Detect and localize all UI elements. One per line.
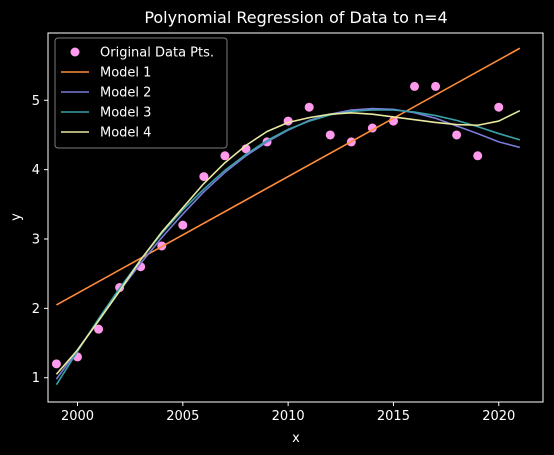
legend-label: Model 4 [100, 126, 151, 141]
legend-box [54, 37, 228, 149]
data-point [304, 102, 314, 112]
data-point [199, 172, 209, 182]
x-axis: 2000 2005 2010 2015 2020 [61, 402, 515, 424]
data-point [94, 324, 104, 334]
data-point [431, 81, 441, 91]
x-tick-label: 2015 [377, 409, 410, 424]
y-tick-label: 2 [32, 302, 40, 317]
series-line-model-4 [55, 109, 521, 375]
series-line-model-1 [56, 47, 521, 306]
legend-label: Model 1 [100, 66, 151, 81]
y-axis-label: y [9, 213, 24, 221]
legend-label: Model 2 [100, 86, 151, 101]
data-point [220, 151, 230, 161]
data-point [325, 130, 335, 140]
y-tick-label: 1 [32, 371, 40, 386]
y-tick-label: 4 [32, 163, 40, 178]
x-tick-label: 2010 [272, 409, 305, 424]
data-point [452, 130, 462, 140]
legend-marker [70, 47, 80, 57]
y-axis: 1 2 3 4 5 [32, 94, 48, 386]
x-axis-label: x [292, 431, 300, 446]
legend: Original Data Pts. Model 1 Model 2 Model 3 M… [54, 37, 228, 149]
x-tick-label: 2000 [61, 409, 94, 424]
data-point [178, 220, 188, 230]
legend-label: Model 3 [100, 106, 151, 121]
x-tick-label: 2020 [482, 409, 515, 424]
y-tick-label: 5 [32, 94, 40, 109]
legend-label: Original Data Pts. [100, 46, 214, 61]
x-tick-label: 2005 [166, 409, 199, 424]
data-point [410, 81, 420, 91]
data-point [51, 359, 61, 369]
data-point [494, 102, 504, 112]
chart-title: Polynomial Regression of Data to n=4 [144, 8, 447, 27]
y-tick-label: 3 [32, 233, 40, 248]
data-point [473, 151, 483, 161]
